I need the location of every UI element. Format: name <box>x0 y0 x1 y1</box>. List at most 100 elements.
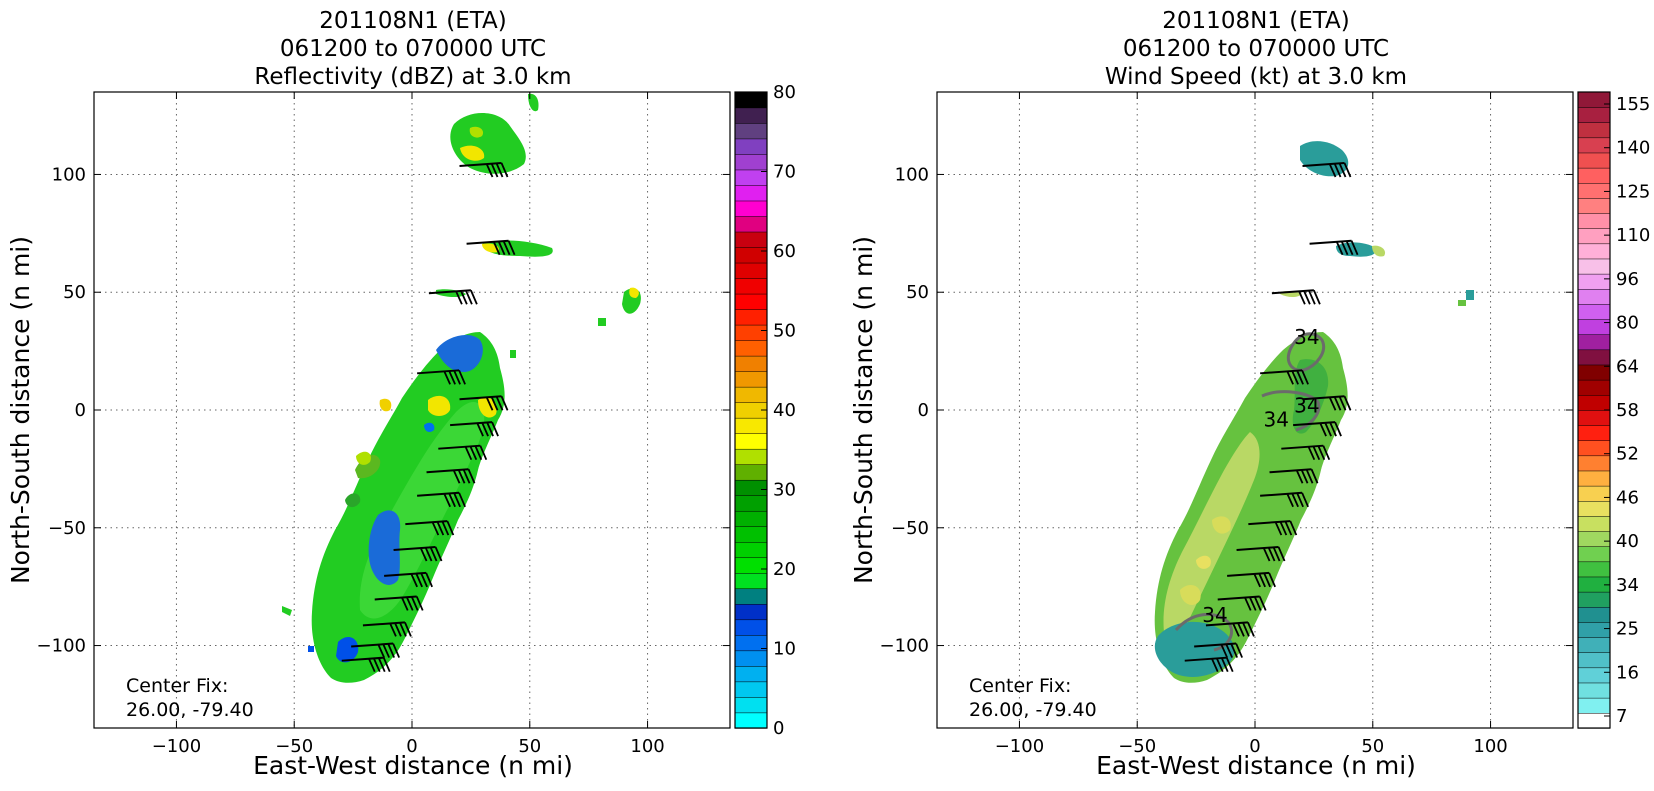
windspeed-barb-feather <box>1267 547 1276 562</box>
reflectivity-barb-feather <box>507 240 516 256</box>
reflectivity-xtick-label: 0 <box>406 736 417 757</box>
windspeed-barb-feather <box>1253 573 1261 588</box>
reflectivity-colorbar-swatch <box>734 215 768 233</box>
reflectivity-barb-feather <box>485 163 494 178</box>
windspeed-barb-feather <box>1310 468 1319 484</box>
windspeed-xtick-label: 0 <box>1249 736 1260 757</box>
reflectivity-speck-3 <box>282 606 292 616</box>
windspeed-yellow-patch-2 <box>1212 516 1231 534</box>
reflectivity-colorbar-swatch <box>734 417 768 434</box>
windspeed-barb-feather <box>1225 643 1233 658</box>
windspeed-center-fix-label: Center Fix: <box>969 675 1071 697</box>
windspeed-colorbar-swatch <box>1577 334 1611 351</box>
windspeed-colorbar-label: 7 <box>1616 706 1627 727</box>
reflectivity-barb-shaft <box>417 369 460 375</box>
windspeed-barb-feather <box>1296 370 1304 385</box>
reflectivity-barb-feather <box>490 396 499 411</box>
windspeed-barb-shaft <box>1293 421 1336 427</box>
reflectivity-wind-barb <box>417 491 466 508</box>
reflectivity-barb-feather <box>405 596 414 611</box>
windspeed-barb-feather <box>1215 657 1224 673</box>
reflectivity-wind-barb <box>417 369 466 385</box>
windspeed-barb-shaft <box>1184 656 1227 662</box>
reflectivity-colorbar-swatch <box>734 526 768 543</box>
reflectivity-barb-feather <box>434 546 443 562</box>
reflectivity-xlabel: East-West distance (n mi) <box>253 751 573 780</box>
windspeed-colorbar-swatch <box>1577 470 1611 487</box>
windspeed-barb-shaft <box>1217 595 1260 601</box>
reflectivity-barb-feather <box>462 469 471 484</box>
reflectivity-barb-feather <box>425 572 433 588</box>
reflectivity-colorbar-swatch <box>734 510 768 527</box>
windspeed-colorbar-label: 96 <box>1616 269 1639 290</box>
windspeed-ytick-label: 100 <box>895 164 929 185</box>
reflectivity-barb-feather <box>400 596 409 611</box>
reflectivity-ytick-label: −50 <box>48 518 86 539</box>
reflectivity-wind-barb <box>428 289 478 305</box>
windspeed-barb-shaft <box>1205 621 1249 627</box>
reflectivity-colorbar-swatch <box>734 339 768 357</box>
windspeed-colorbar-label: 110 <box>1616 225 1650 246</box>
windspeed-barb-feather <box>1247 622 1255 637</box>
windspeed-colorbar-swatch <box>1577 712 1611 729</box>
windspeed-barb-feather <box>1305 469 1314 484</box>
windspeed-colorbar-label: 52 <box>1616 444 1639 465</box>
reflectivity-barb-feather <box>410 573 418 588</box>
windspeed-barb-feather <box>1345 240 1354 256</box>
reflectivity-colorbar-swatch <box>734 293 768 310</box>
reflectivity-barb-feather <box>377 657 386 673</box>
windspeed-title-line-1: 201108N1 (ETA) <box>1162 8 1349 34</box>
reflectivity-barb-feather <box>492 240 501 256</box>
reflectivity-colorbar-swatch <box>734 650 768 667</box>
reflectivity-colorbar-swatch <box>734 712 768 729</box>
windspeed-colorbar-swatch <box>1577 576 1611 593</box>
windspeed-panel: 201108N1 (ETA) 061200 to 070000 UTC Wind… <box>849 8 1650 780</box>
reflectivity-grid <box>94 92 730 728</box>
reflectivity-ytick-label: 0 <box>75 400 86 421</box>
reflectivity-barb-shaft <box>374 595 417 601</box>
reflectivity-barb-shaft <box>466 239 509 245</box>
reflectivity-barb-feather <box>431 521 440 536</box>
windspeed-barb-feather <box>1258 596 1267 611</box>
windspeed-grid <box>937 92 1573 728</box>
reflectivity-barb-feather <box>436 521 445 536</box>
reflectivity-east-core <box>629 287 639 298</box>
windspeed-colorbar-swatch <box>1577 106 1611 123</box>
reflectivity-colorbar-swatch <box>734 557 768 574</box>
windspeed-contour-label: 34 <box>1202 603 1227 627</box>
windspeed-center-fix-value: 26.00, -79.40 <box>969 699 1097 721</box>
reflectivity-colorbar-swatch <box>734 122 768 140</box>
reflectivity-barb-shaft <box>459 395 502 401</box>
reflectivity-wind-barb <box>459 395 509 411</box>
reflectivity-barb-feather <box>443 370 451 385</box>
windspeed-barb-feather <box>1286 370 1294 385</box>
reflectivity-wind-barb <box>438 444 488 461</box>
windspeed-colorbar-swatch <box>1577 303 1611 320</box>
reflectivity-title-line-2: 061200 to 070000 UTC <box>280 36 546 62</box>
reflectivity-barb-feather <box>467 468 476 484</box>
windspeed-wind-barb <box>1260 369 1309 385</box>
windspeed-colorbar-label: 25 <box>1616 619 1639 640</box>
windspeed-barb-feather <box>1343 162 1352 178</box>
windspeed-barb-feather <box>1312 445 1321 461</box>
windspeed-barb-feather <box>1235 643 1243 658</box>
reflectivity-barb-feather <box>481 422 489 437</box>
windspeed-barb-shaft <box>1269 468 1312 474</box>
reflectivity-barb-feather <box>474 445 483 461</box>
reflectivity-colorbar-label: 20 <box>773 559 796 580</box>
reflectivity-barb-feather <box>495 162 504 178</box>
reflectivity-wind-barb <box>351 642 400 658</box>
windspeed-barb-feather <box>1262 547 1271 562</box>
windspeed-xtick-label: −50 <box>1118 736 1156 757</box>
reflectivity-title-line-3: Reflectivity (dBZ) at 3.0 km <box>254 64 571 90</box>
windspeed-colorbar-swatch <box>1577 197 1611 214</box>
windspeed-barb-feather <box>1268 572 1276 588</box>
windspeed-barb-feather <box>1343 395 1352 411</box>
windspeed-colorbar-swatch <box>1577 394 1611 411</box>
reflectivity-barb-shaft <box>450 421 493 427</box>
reflectivity-speck-2 <box>510 350 516 358</box>
reflectivity-core-1 <box>428 395 451 416</box>
reflectivity-colorbar-swatch <box>734 308 768 326</box>
reflectivity-north-small <box>528 93 539 112</box>
